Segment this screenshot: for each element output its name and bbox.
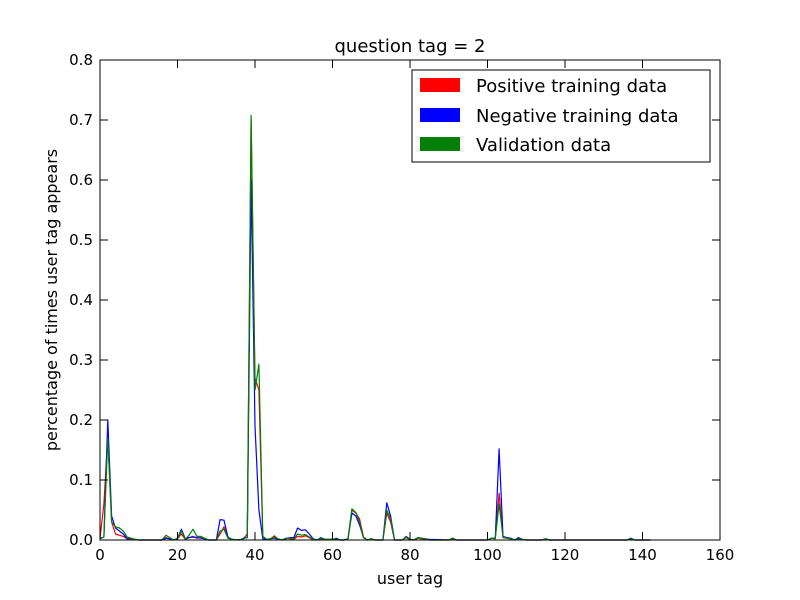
legend-box [411, 69, 711, 163]
x-tick-label: 100 [473, 546, 502, 564]
x-tick-label: 20 [168, 546, 187, 564]
y-tick-label: 0.2 [69, 411, 93, 429]
legend-swatch-validation [420, 137, 460, 151]
x-tick-label: 60 [323, 546, 342, 564]
legend: Positive training data Negative training… [411, 69, 711, 163]
legend-label-validation: Validation data [476, 135, 611, 156]
y-tick-label: 0.1 [69, 471, 93, 489]
y-axis-label: percentage of times user tag appears [42, 149, 61, 451]
y-tick-label: 0.7 [69, 111, 93, 129]
x-tick-label: 160 [706, 546, 735, 564]
legend-label-negative: Negative training data [476, 106, 679, 127]
x-tick-label: 80 [400, 546, 419, 564]
x-tick-label: 40 [245, 546, 264, 564]
x-axis-label: user tag [377, 569, 443, 588]
plot-frame [99, 59, 721, 541]
y-tick-label: 0.3 [69, 351, 93, 369]
y-tick-label: 0.0 [69, 531, 93, 549]
legend-swatch-positive [420, 78, 460, 92]
ticks-layer: 0 20 40 60 80 100 120 140 160 0.0 0.1 0.2 0.3 0.4 0.5 0… [69, 51, 734, 564]
legend-label-positive: Positive training data [476, 76, 667, 97]
x-tick-label: 0 [95, 546, 105, 564]
x-tick-label: 120 [551, 546, 580, 564]
x-tick-label: 140 [628, 546, 657, 564]
series-line-validation [99, 114, 651, 541]
chart-title: question tag = 2 [335, 36, 486, 57]
legend-swatch-negative [420, 108, 460, 122]
y-tick-label: 0.4 [69, 291, 93, 309]
y-tick-label: 0.8 [69, 51, 93, 69]
y-tick-label: 0.6 [69, 171, 93, 189]
y-tick-label: 0.5 [69, 231, 93, 249]
